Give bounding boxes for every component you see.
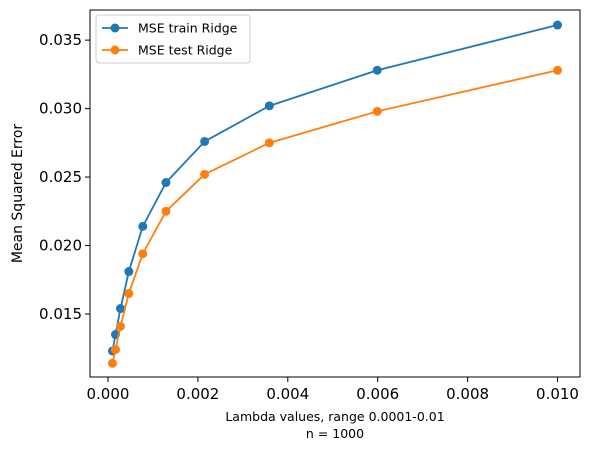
- legend-marker-train: [110, 23, 120, 33]
- y-tick-label: 0.035: [39, 31, 82, 49]
- data-point-mse-test-ridge: [138, 249, 148, 259]
- data-point-mse-train-ridge: [553, 20, 563, 30]
- data-point-mse-test-ridge: [161, 206, 171, 216]
- x-tick-label: 0.010: [536, 385, 579, 403]
- data-point-mse-test-ridge: [553, 65, 563, 75]
- data-point-mse-test-ridge: [200, 169, 210, 179]
- data-point-mse-train-ridge: [138, 221, 148, 231]
- data-point-mse-test-ridge: [372, 106, 382, 116]
- x-axis-title-line-1: Lambda values, range 0.0001-0.01: [225, 409, 444, 424]
- data-point-mse-train-ridge: [124, 267, 134, 277]
- data-point-mse-train-ridge: [161, 178, 171, 188]
- y-tick-label: 0.025: [39, 168, 82, 186]
- x-tick-label: 0.000: [87, 385, 130, 403]
- data-point-mse-train-ridge: [372, 65, 382, 75]
- data-point-mse-test-ridge: [110, 345, 120, 355]
- data-point-mse-train-ridge: [264, 101, 274, 111]
- data-point-mse-test-ridge: [124, 288, 134, 298]
- x-axis-ticks: 0.000 0.002 0.004 0.006 0.008 0.010: [87, 377, 579, 403]
- x-tick-label: 0.006: [356, 385, 399, 403]
- x-axis-title-line-2: n = 1000: [306, 426, 364, 441]
- y-axis-ticks: 0.015 0.020 0.025 0.030 0.035: [39, 31, 90, 323]
- data-point-mse-train-ridge: [115, 304, 125, 314]
- legend-box: [95, 14, 251, 64]
- y-tick-label: 0.020: [39, 237, 82, 255]
- data-point-mse-test-ridge: [107, 358, 117, 368]
- x-tick-label: 0.004: [266, 385, 309, 403]
- y-tick-label: 0.015: [39, 305, 82, 323]
- data-point-mse-train-ridge: [200, 136, 210, 146]
- y-tick-label: 0.030: [39, 100, 82, 118]
- axes-frame: [89, 9, 581, 378]
- x-tick-label: 0.008: [446, 385, 489, 403]
- series-line-mse-train-ridge: [111, 24, 558, 352]
- legend-marker-test: [110, 45, 120, 55]
- legend-label-test: MSE test Ridge: [138, 43, 233, 58]
- plot-area: [107, 20, 563, 368]
- data-point-mse-test-ridge: [115, 321, 125, 331]
- data-point-mse-test-ridge: [264, 138, 274, 148]
- x-tick-label: 0.002: [176, 385, 219, 403]
- legend-label-train: MSE train Ridge: [138, 21, 238, 36]
- legend: MSE train Ridge MSE test Ridge: [95, 14, 251, 64]
- y-axis-title: Mean Squared Error: [10, 124, 26, 264]
- series-line-mse-test-ridge: [111, 69, 558, 364]
